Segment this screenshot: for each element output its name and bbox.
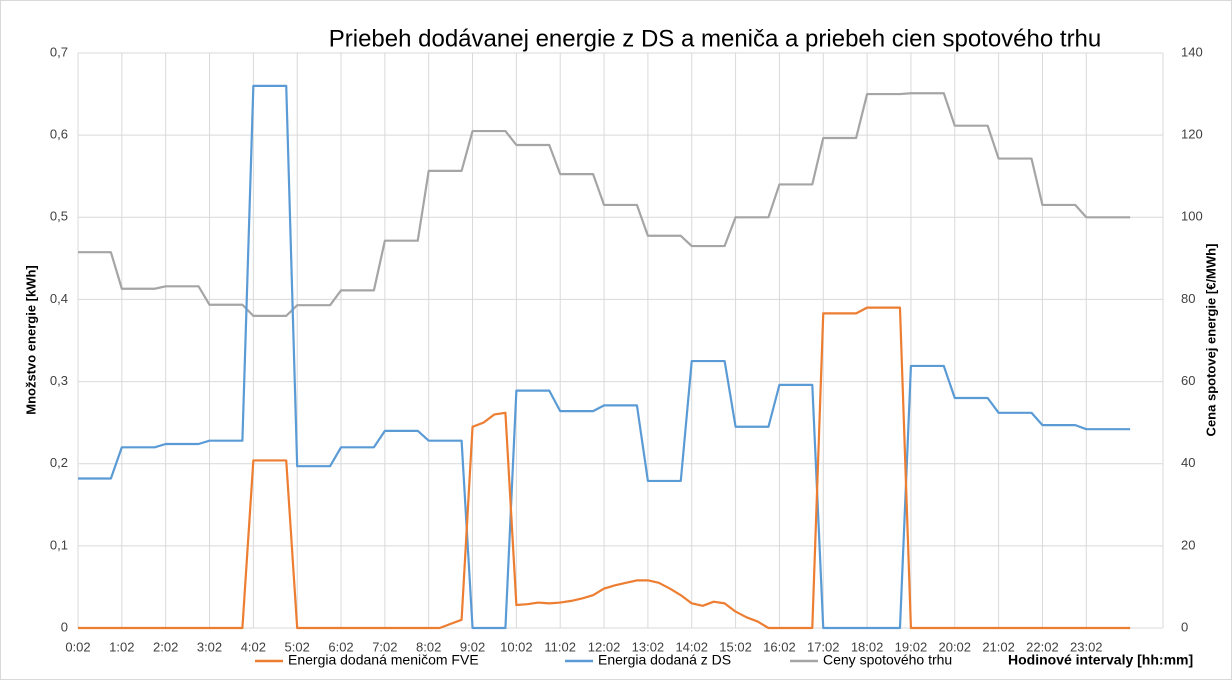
x-tick-label: 20:02 <box>938 639 971 654</box>
x-tick-label: 8:02 <box>416 639 441 654</box>
x-tick-label: 6:02 <box>328 639 353 654</box>
y-axis-title: Množstvo energie [kWh] <box>23 265 38 415</box>
x-tick-label: 18:02 <box>851 639 884 654</box>
x-tick-label: 15:02 <box>719 639 752 654</box>
y-tick-label: 0,5 <box>50 209 68 224</box>
chart-title: Priebeh dodávanej energie z DS a meniča … <box>329 25 1102 52</box>
x-tick-label: 11:02 <box>544 639 576 654</box>
y-tick-label: 0,1 <box>50 537 68 552</box>
x-tick-label: 9:02 <box>460 639 485 654</box>
x-tick-label: 16:02 <box>763 639 796 654</box>
x-tick-label: 23:02 <box>1070 639 1103 654</box>
y2-tick-label: 40 <box>1181 455 1195 470</box>
x-tick-label: 1:02 <box>109 639 134 654</box>
x-tick-label: 7:02 <box>372 639 397 654</box>
series-line <box>78 92 1131 317</box>
x-tick-label: 3:02 <box>197 639 222 654</box>
x-tick-label: 13:02 <box>632 639 665 654</box>
x-tick-label: 0:02 <box>65 639 90 654</box>
legend-label: Ceny spotového trhu <box>823 652 952 668</box>
y2-tick-label: 80 <box>1181 291 1195 306</box>
x-tick-label: 21:02 <box>982 639 1015 654</box>
y-tick-label: 0,6 <box>50 127 68 142</box>
x-tick-label: 12:02 <box>588 639 621 654</box>
x-tick-label: 14:02 <box>675 639 708 654</box>
series-line <box>78 306 1131 630</box>
x-tick-label: 2:02 <box>153 639 178 654</box>
y-tick-label: 0,2 <box>50 455 68 470</box>
y2-tick-label: 100 <box>1181 209 1203 224</box>
y-tick-label: 0,3 <box>50 373 68 388</box>
x-tick-label: 17:02 <box>807 639 840 654</box>
legend-label: Energia dodaná meničom FVE <box>288 652 479 668</box>
x-tick-label: 19:02 <box>895 639 928 654</box>
y-tick-label: 0,4 <box>50 291 68 306</box>
y2-tick-label: 0 <box>1181 619 1188 634</box>
x-tick-label: 4:02 <box>241 639 266 654</box>
legend-label: Energia dodaná z DS <box>598 652 731 668</box>
x-tick-label: 10:02 <box>500 639 533 654</box>
y2-tick-label: 20 <box>1181 537 1195 552</box>
series-line <box>78 84 1131 630</box>
y2-axis-title: Cena spotovej energie [€/MWh] <box>1203 244 1218 437</box>
y2-tick-label: 120 <box>1181 127 1203 142</box>
y-tick-label: 0,7 <box>50 44 68 59</box>
y2-tick-label: 60 <box>1181 373 1195 388</box>
y-tick-label: 0 <box>61 619 68 634</box>
y2-tick-label: 140 <box>1181 44 1203 59</box>
x-tick-label: 22:02 <box>1026 639 1059 654</box>
x-axis-title: Hodinové intervaly [hh:mm] <box>1008 652 1193 668</box>
x-tick-label: 5:02 <box>285 639 310 654</box>
